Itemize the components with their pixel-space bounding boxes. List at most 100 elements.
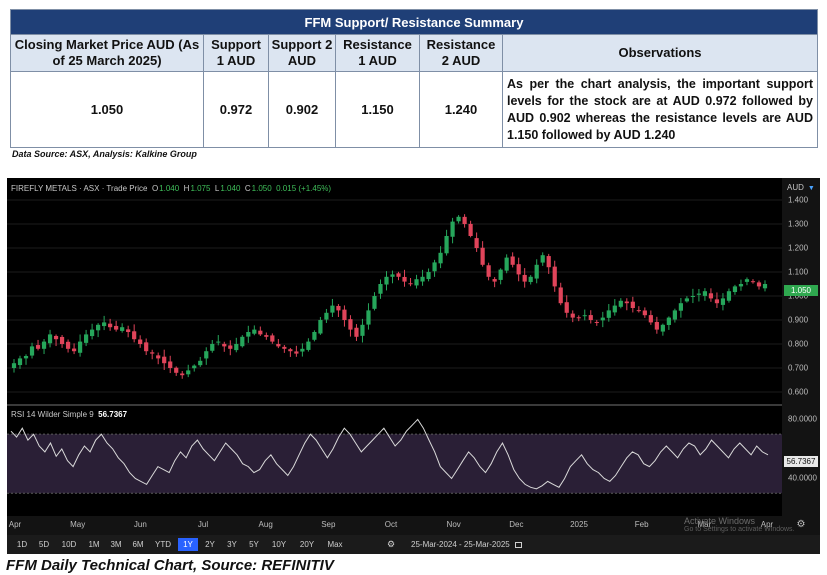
time-tick-label: 2025 <box>570 520 588 529</box>
range-button-20y[interactable]: 20Y <box>299 540 315 549</box>
candle-down <box>564 302 569 313</box>
candle-up <box>83 334 89 343</box>
candle-up <box>240 336 245 347</box>
currency-select[interactable]: AUD ▼ <box>787 183 815 192</box>
range-button-2y[interactable]: 2Y <box>205 540 215 549</box>
candle-up <box>528 276 533 283</box>
candle-up <box>678 303 683 311</box>
range-toolbar: ⚙ 25-Mar-2024 - 25-Mar-2025 1D 5D 10D 1M 3M 6… <box>7 535 820 554</box>
candle-down <box>174 367 179 373</box>
candle-down <box>150 352 155 354</box>
header-resistance-2: Resistance 2 AUD <box>419 34 503 72</box>
range-button-5y[interactable]: 5Y <box>249 540 259 549</box>
header-support-2: Support 2 AUD <box>268 34 336 72</box>
range-button-3y[interactable]: 3Y <box>227 540 237 549</box>
candle-down <box>474 238 479 248</box>
range-button-1y[interactable]: 1Y <box>178 538 198 551</box>
candle-down <box>552 266 557 287</box>
data-source-note: Data Source: ASX, Analysis: Kalkine Grou… <box>12 149 197 159</box>
price-pane[interactable]: FIREFLY METALS · ASX · Trade Price O1.04… <box>7 178 782 404</box>
range-button-10d[interactable]: 10D <box>61 540 77 549</box>
range-button-3m[interactable]: 3M <box>110 540 122 549</box>
range-button-6m[interactable]: 6M <box>132 540 144 549</box>
range-button-10y[interactable]: 10Y <box>271 540 287 549</box>
rsi-last-badge: 56.7367 <box>784 456 818 467</box>
table-title: FFM Support/ Resistance Summary <box>10 9 818 35</box>
candle-down <box>126 329 131 332</box>
pane-divider[interactable] <box>7 404 820 406</box>
candle-down <box>492 279 497 282</box>
candle-down <box>258 330 263 335</box>
candle-up <box>684 298 689 302</box>
candle-up <box>582 315 587 317</box>
candle-down <box>402 276 407 282</box>
time-tick-label: Dec <box>509 520 524 529</box>
rsi-chart[interactable] <box>7 406 782 516</box>
instrument-name: FIREFLY METALS · ASX · Trade Price <box>11 184 148 193</box>
candle-up <box>210 344 215 351</box>
candle-up <box>540 255 545 263</box>
price-tick-label: 1.200 <box>788 243 809 253</box>
price-tick-label: 0.900 <box>788 315 809 325</box>
candle-up <box>744 279 750 282</box>
rsi-legend: RSI 14 Wilder Simple 9 56.7367 <box>11 410 127 419</box>
price-tick-label: 0.600 <box>788 387 809 397</box>
chart-window: FIREFLY METALS · ASX · Trade Price O1.04… <box>7 178 820 554</box>
candle-up <box>606 310 611 318</box>
candle-up <box>660 324 665 332</box>
candlestick-chart[interactable] <box>7 178 782 404</box>
candle-up <box>690 296 696 297</box>
candle-down <box>180 373 185 376</box>
currency-select-label: AUD <box>787 183 804 192</box>
candle-up <box>360 324 365 336</box>
value-support-2: 0.902 <box>268 71 336 148</box>
range-button-ytd[interactable]: YTD <box>155 540 171 549</box>
candle-up <box>504 257 509 271</box>
time-tick-label: May <box>70 520 86 529</box>
candle-up <box>738 284 744 287</box>
price-tick-label: 1.400 <box>788 195 809 205</box>
value-closing-price: 1.050 <box>10 71 204 148</box>
candle-up <box>426 272 431 280</box>
time-tick-label: Jun <box>133 520 147 529</box>
candle-up <box>726 291 732 301</box>
candle-down <box>354 327 359 337</box>
candle-up <box>17 358 23 366</box>
range-button-1m[interactable]: 1M <box>88 540 100 549</box>
gear-icon[interactable]: ⚙ <box>796 519 806 530</box>
ohlc-high-key: H <box>183 184 190 193</box>
candle-up <box>612 305 617 313</box>
range-button-max[interactable]: Max <box>327 540 343 549</box>
candle-up <box>198 360 203 366</box>
candle-up <box>300 348 305 352</box>
chevron-down-icon: ▼ <box>807 185 815 192</box>
figure-caption: FFM Daily Technical Chart, Source: REFIN… <box>6 557 334 574</box>
candle-down <box>144 342 149 352</box>
header-observations: Observations <box>502 34 818 72</box>
candle-up <box>444 236 449 254</box>
candle-up <box>90 329 95 337</box>
date-range-picker[interactable]: 25-Mar-2024 - 25-Mar-2025 <box>407 538 526 551</box>
price-tick-label: 0.800 <box>788 339 809 349</box>
range-button-1d[interactable]: 1D <box>16 540 28 549</box>
candle-up <box>372 296 377 309</box>
rsi-tick-label: 40.0000 <box>788 473 817 483</box>
candle-down <box>522 274 527 282</box>
rsi-pane[interactable]: RSI 14 Wilder Simple 9 56.7367 <box>7 406 782 516</box>
time-tick-label: Feb <box>634 520 649 529</box>
candle-down <box>468 223 473 236</box>
date-range-text: 25-Mar-2024 - 25-Mar-2025 <box>411 540 510 549</box>
range-button-5d[interactable]: 5D <box>38 540 50 549</box>
time-axis[interactable]: Apr May Jun Jul Aug Sep Oct Nov Dec 2025 Feb Mar Apr <box>7 518 820 532</box>
ohlc-open-key: O <box>151 184 159 193</box>
ohlc-high-value: 1.075 <box>190 184 211 193</box>
ohlc-close-key: C <box>244 184 251 193</box>
value-resistance-2: 1.240 <box>419 71 503 148</box>
candle-down <box>546 256 551 268</box>
candle-up <box>192 365 197 369</box>
toolbar-gear-icon[interactable]: ⚙ <box>386 539 396 549</box>
candle-down <box>750 281 756 283</box>
candle-down <box>156 355 161 359</box>
candle-up <box>23 356 29 359</box>
candle-down <box>708 293 714 299</box>
